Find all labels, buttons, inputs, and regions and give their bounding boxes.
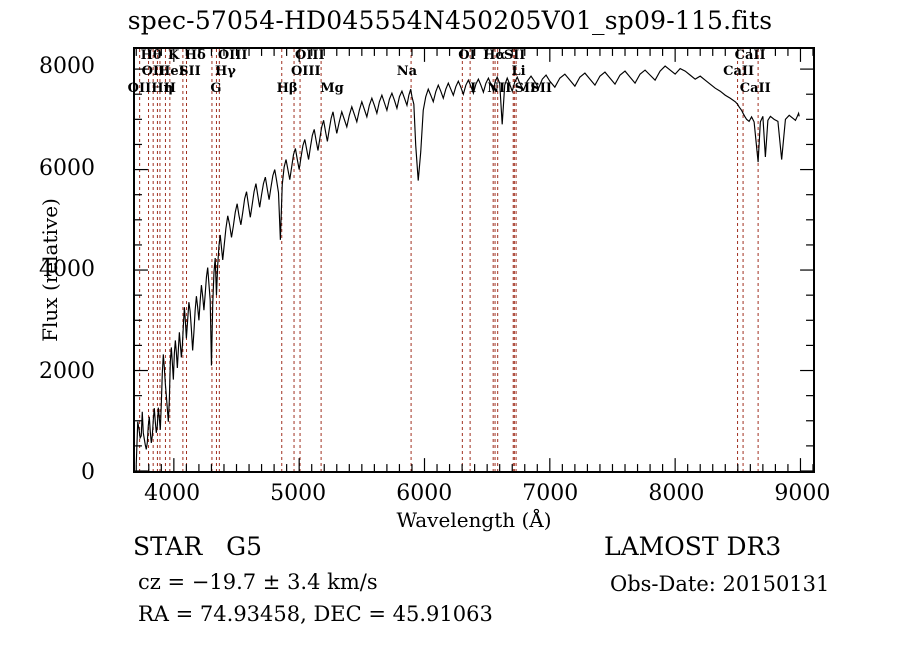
- y-tick-label: 6000: [39, 155, 95, 181]
- spectral-line-label: H: [163, 81, 176, 96]
- spectral-line-label: K: [168, 48, 180, 63]
- spectral-line-label: CaII: [723, 64, 755, 79]
- coordinates: RA = 74.93458, DEC = 45.91063: [138, 602, 493, 626]
- spectral-line-label: Hη: [151, 81, 173, 96]
- y-tick-label: 0: [81, 460, 95, 485]
- spectral-line-label: CaII: [734, 48, 766, 63]
- spectral-line-label: OIII: [290, 64, 321, 79]
- spectral-type: G5: [226, 532, 263, 561]
- spectral-line-label: Hγ: [214, 64, 236, 79]
- spectrum-canvas: [135, 49, 813, 471]
- spectral-line-label: Hβ: [276, 81, 298, 96]
- spectral-line-label: OI: [458, 48, 476, 63]
- object-class: STAR: [133, 532, 203, 561]
- x-tick-label: 7000: [522, 481, 579, 506]
- spectral-line-label: Hθ: [140, 48, 162, 63]
- x-tick-label: 4000: [144, 481, 201, 506]
- x-tick-label: 8000: [648, 481, 705, 506]
- spectral-line-label: Na: [396, 64, 418, 79]
- x-tick-label: 6000: [396, 481, 453, 506]
- line-label-layer: OII Hη Hθ OII HeI H K SII Hδ Hγ G OIII Hβ OIII OIII Mg N…: [128, 48, 815, 100]
- spectral-line-label: Hδ: [184, 48, 206, 63]
- spectral-line-label: OIII: [295, 48, 325, 63]
- spectral-line-label: OII: [127, 81, 152, 96]
- spectral-line-label: G: [210, 81, 222, 96]
- spectral-line-label: HeI: [158, 64, 185, 79]
- y-axis-title: Flux (relative): [38, 198, 62, 342]
- redshift-velocity: cz = −19.7 ± 3.4 km/s: [138, 570, 378, 594]
- spectral-line-label: SII: [514, 81, 537, 96]
- spectral-line-label: CaII: [739, 81, 771, 96]
- spectral-line-label: OIII: [217, 48, 248, 63]
- y-tick-label: 8000: [39, 54, 95, 80]
- survey-label: LAMOST DR3: [604, 532, 782, 561]
- y-tick-label: 2000: [39, 358, 95, 384]
- spectral-line-label: SII: [503, 48, 526, 63]
- spectral-line-label: OII: [141, 64, 166, 79]
- spectral-line-label: I: [470, 81, 477, 96]
- spectral-line-label: Hα: [483, 48, 506, 63]
- spectral-line-label: Li: [511, 64, 526, 79]
- spectral-line-label: NII: [487, 81, 512, 96]
- x-tick-label: 9000: [774, 481, 831, 506]
- obs-date: Obs-Date: 20150131: [610, 572, 830, 596]
- line-marker-group: [140, 49, 758, 471]
- object-class-label: STAR G5: [133, 534, 262, 559]
- axis-tick-group: [135, 49, 813, 471]
- spectral-line-label: SII: [179, 64, 201, 79]
- y-tick-label: 4000: [39, 257, 95, 283]
- flux-trace: [136, 66, 799, 464]
- spectral-line-label: Mg: [320, 81, 344, 96]
- x-tick-label: 5000: [270, 481, 327, 506]
- plot-area[interactable]: [133, 47, 815, 473]
- spectral-line-label: SII: [530, 81, 552, 96]
- page-title: spec-57054-HD045554N450205V01_sp09-115.f…: [127, 6, 773, 35]
- x-axis-title: Wavelength (Å): [396, 508, 552, 532]
